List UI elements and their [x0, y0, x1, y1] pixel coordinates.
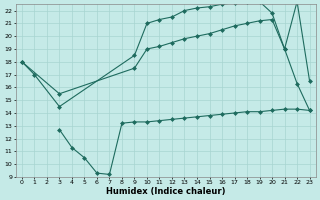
X-axis label: Humidex (Indice chaleur): Humidex (Indice chaleur): [106, 187, 226, 196]
